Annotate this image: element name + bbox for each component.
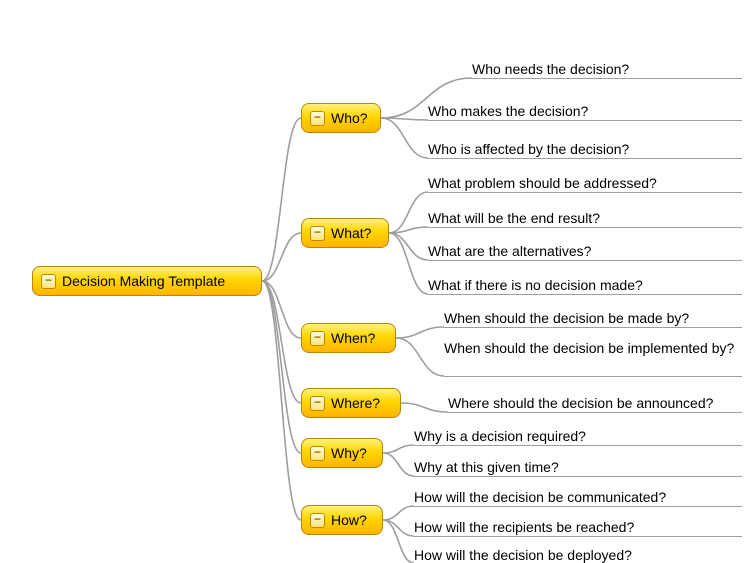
leaf-rule	[444, 376, 742, 377]
leaf-rule	[428, 158, 742, 159]
leaf-text: Where should the decision be announced?	[448, 395, 713, 413]
leaf-rule	[428, 227, 742, 228]
branch-node-who[interactable]: −Who?	[301, 103, 381, 133]
leaf-text: How will the recipients be reached?	[414, 519, 634, 537]
leaf-text: When should the decision be implemented …	[444, 340, 734, 358]
leaf-rule	[414, 445, 742, 446]
leaf-rule	[428, 260, 742, 261]
root-node[interactable]: − Decision Making Template	[32, 266, 262, 296]
collapse-icon[interactable]: −	[310, 446, 325, 461]
leaf-text: Why is a decision required?	[414, 428, 586, 446]
branch-label: Why?	[331, 445, 367, 461]
branch-node-what[interactable]: −What?	[301, 218, 389, 248]
collapse-icon[interactable]: −	[41, 274, 56, 289]
leaf-rule	[428, 120, 742, 121]
branch-node-when[interactable]: −When?	[301, 323, 396, 353]
branch-node-how[interactable]: −How?	[301, 505, 383, 535]
branch-label: Where?	[331, 395, 380, 411]
leaf-rule	[428, 192, 742, 193]
leaf-rule	[414, 476, 742, 477]
leaf-text: Who is affected by the decision?	[428, 141, 629, 159]
leaf-text: What are the alternatives?	[428, 243, 591, 261]
root-label: Decision Making Template	[62, 273, 225, 289]
leaf-text: How will the decision be deployed?	[414, 547, 632, 563]
collapse-icon[interactable]: −	[310, 111, 325, 126]
leaf-text: Why at this given time?	[414, 459, 559, 477]
collapse-icon[interactable]: −	[310, 331, 325, 346]
leaf-rule	[414, 536, 742, 537]
leaf-rule	[414, 506, 742, 507]
leaf-rule	[448, 412, 742, 413]
leaf-text: How will the decision be communicated?	[414, 489, 666, 507]
collapse-icon[interactable]: −	[310, 396, 325, 411]
leaf-text: What problem should be addressed?	[428, 175, 657, 193]
branch-label: What?	[331, 225, 371, 241]
branch-label: Who?	[331, 110, 368, 126]
leaf-rule	[428, 294, 742, 295]
collapse-icon[interactable]: −	[310, 226, 325, 241]
branch-label: When?	[331, 330, 375, 346]
leaf-text: What will be the end result?	[428, 210, 600, 228]
collapse-icon[interactable]: −	[310, 513, 325, 528]
leaf-text: When should the decision be made by?	[444, 310, 689, 328]
leaf-rule	[444, 327, 742, 328]
mindmap-canvas: − Decision Making Template −Who?Who need…	[0, 0, 750, 563]
leaf-rule	[472, 78, 742, 79]
branch-label: How?	[331, 512, 367, 528]
branch-node-why[interactable]: −Why?	[301, 438, 383, 468]
leaf-text: What if there is no decision made?	[428, 277, 643, 295]
leaf-text: Who needs the decision?	[472, 61, 629, 79]
leaf-text: Who makes the decision?	[428, 103, 588, 121]
branch-node-where[interactable]: −Where?	[301, 388, 401, 418]
